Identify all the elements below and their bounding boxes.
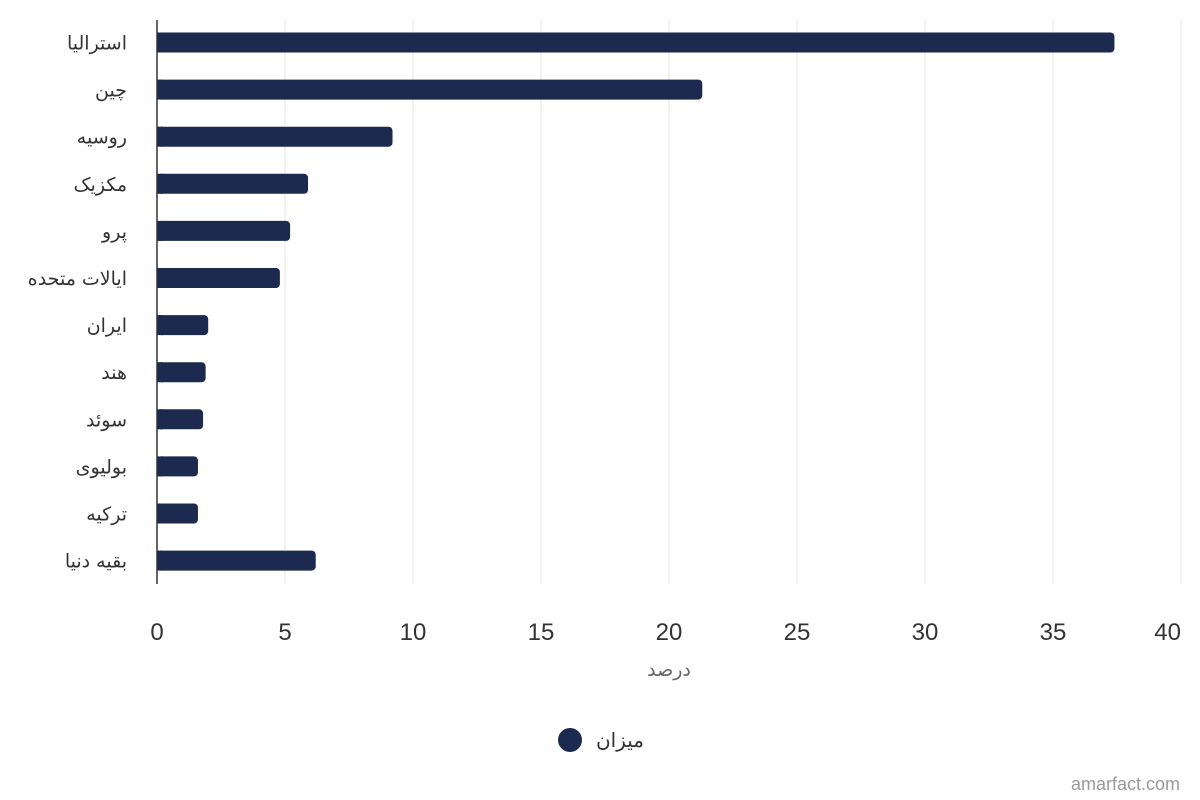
legend-marker [558,728,582,752]
bar[interactable] [157,315,209,336]
category-label: مکزیک [74,174,127,196]
bar[interactable] [157,220,291,241]
grid-lines [284,20,1182,584]
bar[interactable] [157,409,204,430]
category-label: ترکیه [86,504,127,526]
bars [157,32,1115,571]
x-tick-label: 30 [912,619,939,646]
bar[interactable] [157,456,198,477]
bar-base [157,456,163,477]
bar-base [157,550,163,571]
category-label: پرو [101,221,127,243]
category-labels: استرالیا چین روسیه مکزیک پرو ایالات متحده ایرا… [28,33,127,573]
bar[interactable] [157,362,206,383]
bar[interactable] [157,550,316,571]
bar-base [157,79,163,100]
x-tick-label: 15 [528,619,555,646]
bar-base [157,362,163,383]
bar[interactable] [157,32,1115,53]
category-label: سوئد [86,409,127,431]
bar-base [157,409,163,430]
bar-base [157,503,163,524]
bar-base [157,268,163,288]
category-label: روسیه [77,127,127,149]
bar[interactable] [157,173,309,194]
category-label: بولیوی [76,456,127,478]
x-tick-label: 20 [656,619,683,646]
bar[interactable] [157,503,198,524]
bar-base [157,126,163,147]
credit-link[interactable]: amarfact.com [1071,774,1180,794]
bar-base [157,315,163,336]
x-axis-title: درصد [647,659,691,681]
category-label: هند [101,362,127,384]
x-tick-label: 40 [1154,619,1181,646]
x-tick-label: 35 [1040,619,1067,646]
category-label: ایران [87,315,127,337]
bar-base [157,32,163,53]
x-tick-label: 25 [784,619,811,646]
category-label: چین [95,80,127,102]
bar-base [157,220,163,241]
legend[interactable]: میزان [558,728,644,752]
x-tick-label: 5 [278,619,291,646]
x-tick-labels: 0 5 10 15 20 25 30 35 40 [150,619,1181,646]
bar-base [157,173,163,194]
bar[interactable] [157,268,280,288]
x-tick-label: 10 [400,619,427,646]
x-tick-label: 0 [150,619,163,646]
category-label: استرالیا [67,33,127,55]
category-label: بقیه دنیا [65,551,127,573]
category-label: ایالات متحده [28,268,127,290]
bar[interactable] [157,79,703,100]
bar[interactable] [157,126,393,147]
legend-label: میزان [596,728,644,752]
